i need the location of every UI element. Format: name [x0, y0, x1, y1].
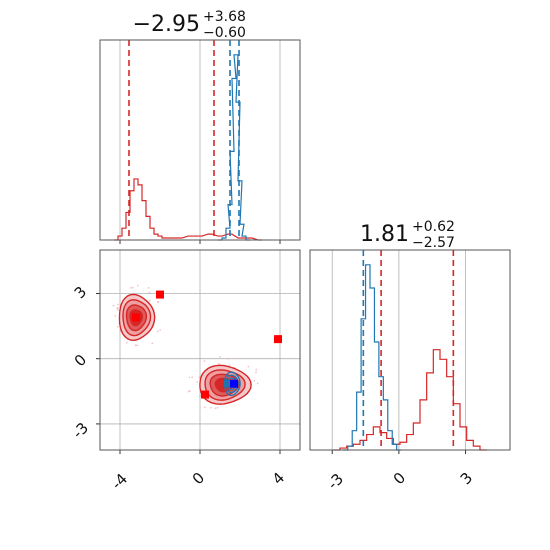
- sample-point: [191, 376, 194, 379]
- sample-point: [228, 364, 231, 367]
- x-tick-label: 0: [390, 469, 409, 488]
- title-p1-main: −2.95: [133, 12, 200, 37]
- y-tick-label: 3: [71, 283, 90, 302]
- sample-point: [159, 328, 162, 331]
- sample-point: [148, 291, 151, 294]
- contour-panel-p1-p2: [96, 249, 301, 454]
- sample-point: [151, 342, 154, 345]
- title-p2: 1.81 +0.62 −2.57: [360, 219, 455, 251]
- panel-border: [99, 249, 301, 451]
- y-tick-label: -3: [69, 419, 92, 442]
- x-tick-label: 0: [189, 469, 208, 488]
- sample-point: [219, 355, 221, 358]
- sample-point: [217, 362, 220, 365]
- title-p2-sub: −2.57: [412, 235, 455, 251]
- sample-point: [247, 365, 250, 368]
- y-tick-labels-p2: 3 0 -3: [69, 283, 92, 442]
- x-tick-labels-p1: -4 0 4: [108, 469, 288, 493]
- x-tick-label: -3: [324, 470, 347, 493]
- sample-point: [203, 406, 206, 409]
- sample-point: [134, 344, 137, 347]
- sample-point: [256, 382, 259, 385]
- histogram-blue: [218, 54, 250, 241]
- x-tick-label: 4: [269, 469, 288, 488]
- histogram-blue: [343, 264, 402, 451]
- title-p1-sub: −0.60: [203, 25, 246, 41]
- sample-point: [112, 304, 115, 307]
- panel-border: [309, 249, 511, 451]
- histogram-panel-p1: [99, 39, 301, 244]
- title-p1: −2.95 +3.68 −0.60: [133, 9, 246, 41]
- sample-point: [198, 376, 201, 379]
- sample-point: [117, 309, 119, 311]
- sample-point: [148, 299, 151, 302]
- sample-point: [214, 407, 217, 410]
- sample-point: [130, 286, 132, 289]
- marker-red: [132, 313, 140, 322]
- sample-point: [253, 379, 256, 382]
- sample-point: [227, 357, 230, 360]
- histogram-red: [333, 349, 487, 451]
- sample-point: [147, 286, 150, 289]
- histogram-panel-p2: [309, 249, 511, 454]
- panel-background: [310, 250, 510, 450]
- sample-point: [187, 390, 190, 393]
- title-p2-main: 1.81: [360, 222, 409, 247]
- x-tick-label: -4: [108, 470, 131, 493]
- marker-red: [274, 335, 282, 344]
- histogram-red: [114, 178, 262, 241]
- sample-point: [255, 368, 258, 371]
- sample-point: [188, 376, 191, 379]
- blue-contour: [227, 377, 237, 391]
- sample-point: [196, 381, 198, 383]
- sample-point: [255, 371, 257, 374]
- sample-point: [116, 325, 119, 328]
- x-tick-labels-p2: -3 0 3: [324, 469, 476, 493]
- sample-point: [203, 360, 206, 363]
- x-tick-label: 3: [457, 469, 476, 488]
- sample-point: [216, 406, 219, 409]
- marker-red: [201, 390, 209, 399]
- sample-point: [157, 330, 159, 333]
- sample-point: [136, 344, 139, 347]
- sample-point: [125, 341, 128, 344]
- title-p2-sup: +0.62: [412, 219, 455, 235]
- sample-point: [199, 394, 201, 397]
- sample-point: [136, 284, 139, 287]
- blue-contour: [223, 371, 241, 397]
- sample-point: [116, 306, 119, 309]
- sample-point: [157, 300, 160, 303]
- sample-point: [117, 303, 120, 306]
- blue-contour: [225, 374, 239, 394]
- sample-point: [114, 314, 117, 317]
- panel-border: [99, 39, 301, 241]
- title-p1-sup: +3.68: [203, 9, 246, 25]
- sample-point: [132, 286, 134, 289]
- marker-red: [156, 290, 164, 299]
- sample-point: [210, 406, 212, 409]
- marker-blue: [230, 379, 238, 388]
- y-tick-label: 0: [71, 351, 90, 370]
